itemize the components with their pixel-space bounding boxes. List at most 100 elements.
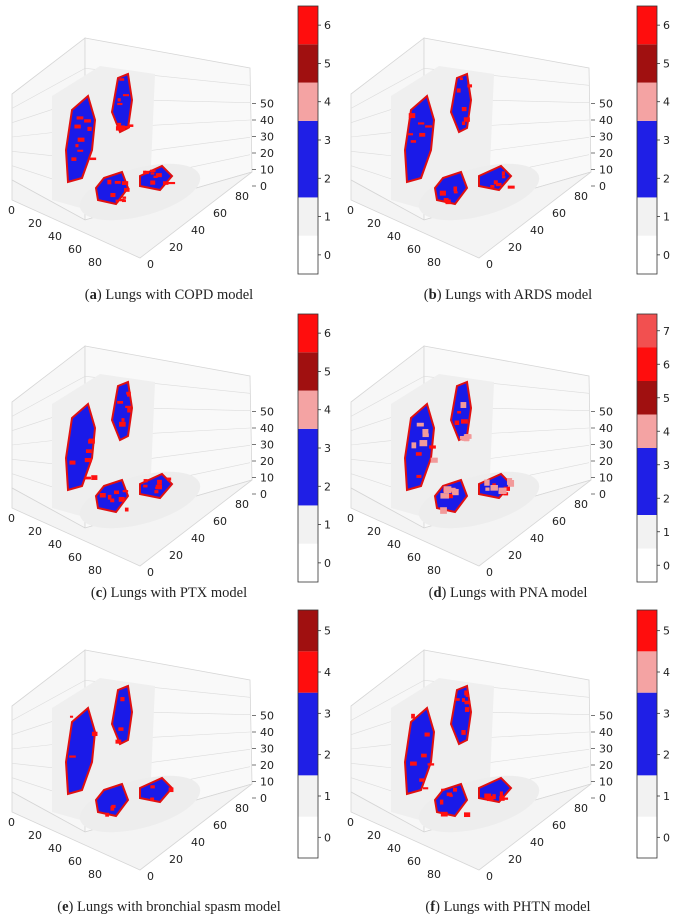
z-tick-label: 30 [260, 439, 274, 452]
y-tick-label: 20 [508, 241, 522, 254]
colorbar-band [298, 120, 318, 198]
lung-voxel-red [127, 392, 131, 397]
colorbar-tick-label: 2 [663, 492, 670, 505]
lung-voxel-pink [464, 434, 471, 438]
x-tick-label: 40 [387, 538, 401, 551]
lung-voxel-pink [422, 428, 429, 435]
colorbar-tick-label: 3 [324, 707, 331, 720]
lung-voxel-red [416, 474, 422, 478]
lung-voxel-red [122, 196, 127, 199]
lung-voxel-red [117, 98, 121, 102]
colorbar-tick-label: 3 [663, 459, 670, 472]
x-tick-label: 80 [88, 868, 102, 881]
x-tick-label: 0 [347, 204, 354, 217]
lung-voxel-pink [447, 487, 456, 492]
colorbar-tick-label: 6 [663, 19, 670, 32]
z-tick-label: 0 [599, 180, 606, 193]
colorbar-tick-label: 2 [324, 480, 331, 493]
lung-region-1 [110, 684, 134, 746]
lung-voxel-pink [419, 440, 428, 447]
panel-e-caption: (e) Lungs with bronchial spasm model [57, 899, 281, 915]
colorbar-band [298, 197, 318, 236]
colorbar-tick-label: 4 [663, 666, 670, 679]
z-tick-label: 30 [260, 131, 274, 144]
z-tick-label: 50 [260, 406, 274, 419]
lung-voxel-red [461, 121, 466, 126]
lung-voxel-red [107, 179, 112, 185]
z-tick-label: 30 [599, 439, 613, 452]
x-tick-label: 40 [387, 230, 401, 243]
lung-voxel-red [150, 169, 156, 173]
lung-voxel-red [493, 180, 498, 185]
z-tick-label: 20 [599, 759, 613, 772]
x-tick-label: 80 [88, 256, 102, 269]
lung-voxel-red [168, 787, 174, 793]
colorbar-band [298, 314, 318, 353]
colorbar-band [637, 44, 657, 83]
lung-voxel-red [118, 496, 125, 502]
lung-voxel-red [454, 420, 460, 426]
x-tick-label: 20 [28, 829, 42, 842]
lung-voxel-red [485, 795, 493, 800]
panel-b-letter: b [428, 287, 437, 303]
lung-voxel-red [445, 199, 451, 205]
x-tick-label: 20 [367, 829, 381, 842]
x-tick-label: 60 [407, 243, 421, 256]
lung-region-0 [403, 706, 436, 796]
y-tick-label: 20 [169, 549, 183, 562]
lung-voxel-red [89, 157, 97, 161]
lung-voxel-red [408, 133, 414, 136]
z-tick-label: 40 [260, 422, 274, 435]
colorbar-band [637, 347, 657, 381]
lung-voxel-red [415, 452, 422, 456]
panel-d: 0 10 20 30 40 50 0 20 40 60 80 0 20 40 60 80 0 1 2 3 4 5 6 7 (d… [339, 308, 677, 616]
colorbar-tick-label: 0 [324, 249, 331, 262]
y-tick-label: 0 [147, 870, 154, 883]
x-tick-label: 40 [48, 842, 62, 855]
lung-voxel-red [408, 113, 416, 119]
colorbar-tick-label: 1 [663, 526, 670, 539]
lung-voxel-red [461, 419, 468, 424]
lung-region-1 [110, 380, 134, 442]
colorbar-frame [636, 609, 658, 859]
lung-voxel-red [457, 410, 462, 414]
y-tick-label: 80 [574, 498, 588, 511]
lung-voxel-red [84, 458, 92, 463]
lung-voxel-pink [490, 485, 498, 491]
colorbar-tick-label: 1 [324, 790, 331, 803]
lung-region-0 [64, 706, 97, 796]
lung-voxel-red [421, 753, 427, 758]
x-tick-label: 20 [367, 525, 381, 538]
lung-voxel-pink [506, 478, 513, 485]
z-tick-label: 20 [260, 759, 274, 772]
colorbar-band [637, 314, 657, 348]
lung-voxel-red [122, 94, 130, 97]
lung-voxel-red [69, 715, 74, 718]
z-tick-label: 10 [260, 776, 274, 789]
x-tick-label: 60 [68, 243, 82, 256]
panel-e-plot: 0 10 20 30 40 50 0 20 40 60 80 0 20 40 60 80 0 1 2 3 4 5 [8, 609, 331, 883]
lung-voxel-red [119, 78, 125, 81]
lung-voxel-red [463, 117, 470, 122]
colorbar-tick-label: 0 [663, 559, 670, 572]
lung-voxel-red [125, 405, 131, 409]
lung-voxel-pink [460, 402, 467, 408]
x-tick-label: 80 [427, 256, 441, 269]
panel-f-caption-text: Lungs with PHTN model [443, 899, 591, 915]
y-tick-label: 0 [147, 258, 154, 271]
lung-voxel-red [464, 690, 469, 696]
x-tick-label: 0 [347, 512, 354, 525]
z-tick-label: 40 [260, 726, 274, 739]
x-tick-label: 20 [367, 217, 381, 230]
lung-voxel-red [502, 797, 509, 800]
colorbar-tick-label: 1 [324, 211, 331, 224]
lung-voxel-red [143, 170, 147, 175]
colorbar-tick-label: 7 [663, 325, 670, 338]
lung-voxel-red [446, 792, 452, 797]
lung-voxel-red [424, 732, 430, 737]
z-tick-label: 40 [599, 422, 613, 435]
lung-voxel-red [465, 694, 470, 697]
x-tick-label: 0 [8, 204, 15, 217]
lung-voxel-red [74, 124, 81, 129]
lung-voxel-red [69, 755, 76, 758]
